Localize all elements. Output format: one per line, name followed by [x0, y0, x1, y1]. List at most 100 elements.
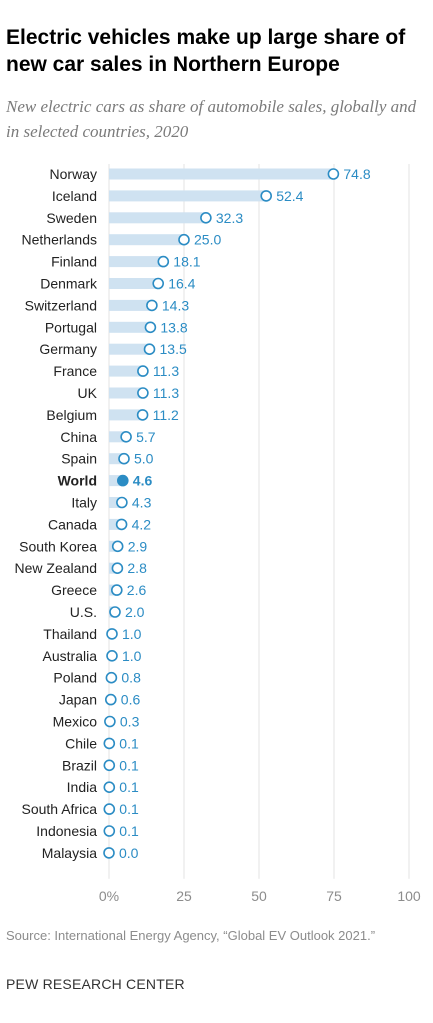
- bar: [109, 409, 143, 421]
- data-label: 4.6: [133, 473, 153, 489]
- category-label: Spain: [61, 451, 97, 467]
- bar: [109, 365, 143, 377]
- category-label: Netherlands: [22, 232, 98, 248]
- data-dot: [157, 255, 170, 268]
- data-label: 2.9: [128, 538, 148, 554]
- data-label: 25.0: [194, 232, 221, 248]
- bar: [109, 431, 127, 443]
- category-label: Brazil: [62, 757, 97, 773]
- bar: [109, 299, 152, 311]
- category-label: Indonesia: [36, 823, 97, 839]
- bar: [109, 475, 123, 487]
- data-dot: [118, 452, 130, 465]
- data-label: 0.1: [119, 735, 139, 751]
- data-label: 11.3: [153, 385, 179, 401]
- data-dot: [103, 737, 116, 750]
- data-dot: [152, 277, 164, 290]
- bar: [109, 278, 159, 289]
- data-label: 18.1: [173, 254, 200, 270]
- data-label: 13.8: [160, 319, 187, 335]
- data-dot: [103, 825, 116, 837]
- bar: [109, 453, 124, 465]
- data-label: 1.0: [122, 626, 142, 642]
- category-label: Poland: [53, 670, 97, 686]
- category-label: Canada: [48, 516, 97, 532]
- data-label: 0.1: [119, 823, 139, 839]
- data-dot: [144, 321, 157, 334]
- data-dot: [103, 781, 116, 794]
- data-dot: [105, 693, 117, 706]
- category-label: Switzerland: [25, 297, 97, 313]
- data-dot: [105, 671, 118, 684]
- x-tick-label: 0%: [99, 888, 119, 904]
- category-label: South Korea: [19, 538, 97, 554]
- data-dot: [111, 584, 123, 596]
- category-label: Mexico: [53, 714, 98, 730]
- category-label: Denmark: [40, 276, 98, 292]
- category-label: World: [58, 473, 97, 489]
- data-dot: [106, 649, 118, 662]
- category-label: Sweden: [46, 210, 97, 226]
- data-label: 32.3: [216, 210, 243, 226]
- data-label: 0.1: [119, 757, 139, 773]
- bar: [109, 518, 122, 530]
- source-note: Source: International Energy Agency, “Gl…: [6, 926, 375, 945]
- data-dot: [146, 299, 158, 312]
- category-label: Finland: [51, 254, 97, 270]
- bar: [109, 497, 122, 508]
- chart-title: Electric vehicles make up large share of…: [6, 26, 406, 76]
- category-label: U.S.: [70, 604, 97, 620]
- source-text: Source: International Energy Agency, “Gl…: [6, 928, 376, 943]
- data-dot: [137, 387, 149, 399]
- data-label: 2.0: [125, 604, 145, 620]
- data-dot: [327, 168, 340, 180]
- data-dot: [103, 759, 116, 772]
- data-dot: [109, 606, 121, 618]
- data-label: 0.6: [121, 692, 141, 708]
- data-label: 11.2: [153, 407, 179, 423]
- data-dot: [178, 233, 190, 246]
- data-dot: [116, 496, 128, 509]
- data-label: 4.2: [132, 516, 152, 532]
- bar: [109, 168, 334, 180]
- category-label: South Africa: [22, 801, 98, 817]
- dot-bar-chart: 0% 25 50 75 100 Norway 74.8 Iceland 52.4 Sweden 32…: [15, 164, 421, 904]
- bar: [109, 256, 164, 268]
- data-dot: [115, 518, 128, 531]
- data-dot: [120, 430, 132, 443]
- gridlines: [108, 164, 410, 879]
- data-label: 11.3: [153, 363, 179, 379]
- data-label: 14.3: [162, 297, 189, 313]
- data-dot: [106, 628, 118, 640]
- data-label: 52.4: [276, 188, 303, 204]
- data-label: 0.3: [120, 714, 140, 730]
- category-label: Greece: [51, 582, 97, 598]
- data-dot: [137, 365, 149, 377]
- data-label: 0.1: [119, 801, 139, 817]
- category-label: UK: [78, 385, 98, 401]
- dots: [103, 168, 340, 859]
- category-label: Germany: [39, 341, 97, 357]
- data-dot: [103, 847, 115, 859]
- data-label: 13.5: [160, 341, 187, 357]
- chart-subtitle: New electric cars as share of automobile…: [6, 97, 417, 141]
- data-dot: [136, 409, 149, 421]
- labels: 0% 25 50 75 100 Norway 74.8 Iceland 52.4 Sweden 32…: [15, 166, 421, 904]
- bar: [109, 212, 206, 224]
- category-label: Chile: [65, 735, 97, 751]
- bar: [109, 343, 150, 355]
- data-label: 1.0: [122, 648, 142, 664]
- category-label: Iceland: [52, 188, 97, 204]
- data-label: 4.3: [132, 495, 152, 511]
- category-label: France: [53, 363, 97, 379]
- category-label: Australia: [43, 648, 98, 664]
- data-dot: [111, 562, 124, 575]
- data-label: 0.0: [119, 845, 139, 861]
- data-label: 5.7: [136, 429, 156, 445]
- category-label: Belgium: [46, 407, 97, 423]
- data-label: 16.4: [168, 276, 195, 292]
- category-label: New Zealand: [15, 560, 98, 576]
- pew-credit: PEW RESEARCH CENTER: [6, 976, 185, 992]
- bar: [109, 190, 267, 202]
- data-label: 5.0: [134, 451, 154, 467]
